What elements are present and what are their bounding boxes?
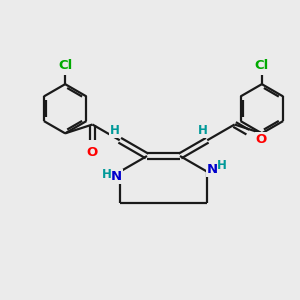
Text: H: H bbox=[217, 159, 226, 172]
Text: Cl: Cl bbox=[255, 59, 269, 72]
Text: O: O bbox=[87, 146, 98, 159]
Text: Cl: Cl bbox=[58, 59, 72, 72]
Text: H: H bbox=[198, 124, 208, 137]
Text: H: H bbox=[110, 124, 120, 137]
Text: H: H bbox=[102, 168, 112, 181]
Text: N: N bbox=[207, 163, 218, 176]
Text: N: N bbox=[111, 170, 122, 183]
Text: O: O bbox=[256, 133, 267, 146]
